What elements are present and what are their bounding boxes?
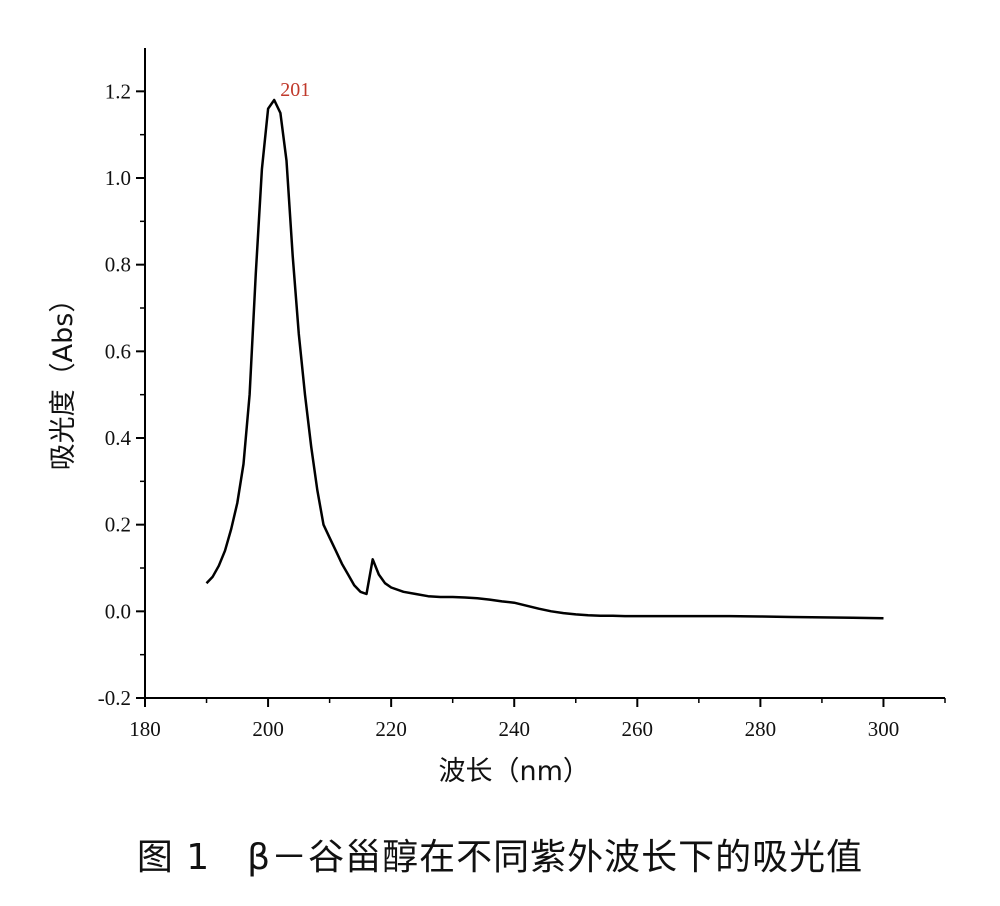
y-tick-label-2: 0.2 bbox=[105, 513, 131, 537]
x-tick-label-200: 200 bbox=[252, 717, 284, 741]
x-tick-label-180: 180 bbox=[129, 717, 161, 741]
x-tick-label-300: 300 bbox=[868, 717, 900, 741]
absorbance-series-line bbox=[205, 98, 884, 620]
x-tick-label-260: 260 bbox=[622, 717, 654, 741]
y-tick-label-7: 1.2 bbox=[105, 79, 131, 103]
y-tick-label-6: 1.0 bbox=[105, 166, 131, 190]
x-tick-label-280: 280 bbox=[745, 717, 777, 741]
y-tick-label-5: 0.8 bbox=[105, 253, 131, 277]
y-tick-label-0: -0.2 bbox=[98, 686, 131, 710]
figure-caption: 图 1 β－谷甾醇在不同紫外波长下的吸光值 bbox=[136, 837, 864, 878]
absorbance-chart: 180 200 220 240 260 280 300 -0.2 0.0 0.2 0.4 0.6 0.8… bbox=[48, 48, 946, 787]
y-tick-label-1: 0.0 bbox=[105, 599, 131, 623]
y-axis-title: 吸光度（Abs） bbox=[48, 286, 79, 471]
peak-annotation: 201 bbox=[280, 79, 310, 101]
x-tick-label-220: 220 bbox=[375, 717, 407, 741]
y-tick-label-3: 0.4 bbox=[105, 426, 132, 450]
y-tick-label-4: 0.6 bbox=[105, 339, 131, 363]
chart-svg: 180 200 220 240 260 280 300 -0.2 0.0 0.2 0.4 0.6 0.8… bbox=[48, 48, 946, 787]
x-axis-title: 波长（nm） bbox=[439, 756, 590, 787]
x-tick-label-240: 240 bbox=[498, 717, 530, 741]
